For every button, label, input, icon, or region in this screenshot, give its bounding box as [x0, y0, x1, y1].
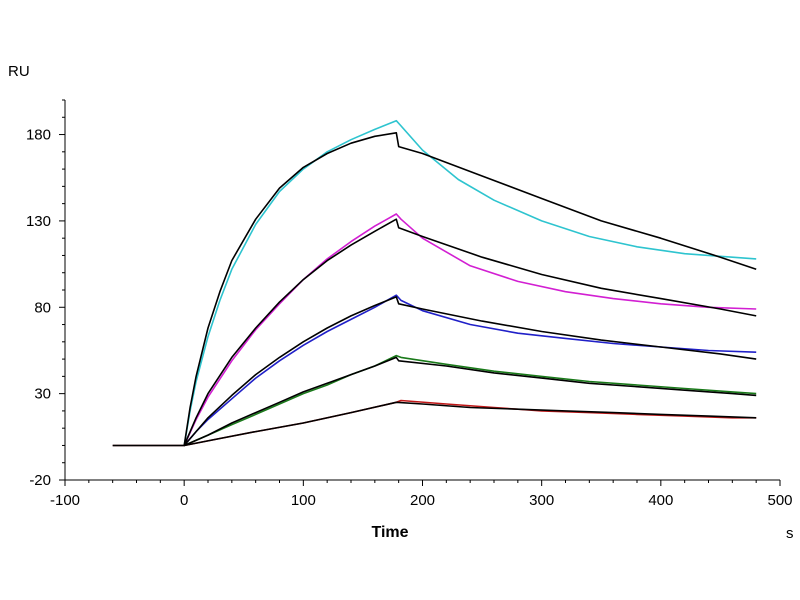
x-axis-unit: s — [786, 525, 794, 542]
measured-curve-4 — [183, 354, 757, 447]
y-tick-label: 30 — [34, 386, 51, 403]
y-tick-label: 130 — [26, 213, 51, 230]
fitted-curve-4 — [183, 356, 757, 447]
y-tick-label: 80 — [34, 299, 51, 316]
fitted-curve-2 — [183, 218, 757, 446]
curves — [112, 119, 757, 447]
axes — [64, 100, 780, 481]
x-tick-label: -100 — [50, 492, 80, 509]
x-tick-label: 200 — [410, 492, 435, 509]
measured-curve-5 — [112, 399, 757, 447]
y-ticks: -20 30 80 130 180 — [26, 99, 65, 489]
x-axis-label: Time — [371, 524, 408, 541]
measured-curve-2 — [183, 213, 757, 446]
fitted-curve-5 — [184, 401, 757, 447]
x-tick-label: 300 — [529, 492, 554, 509]
x-tick-label: 100 — [291, 492, 316, 509]
x-tick-label: 0 — [180, 492, 188, 509]
measured-curve-3 — [183, 294, 757, 447]
measured-curve-1 — [112, 119, 757, 447]
y-tick-label: 180 — [26, 127, 51, 144]
x-ticks: -100 0 100 200 300 400 500 — [50, 480, 793, 509]
y-tick-label: -20 — [29, 472, 51, 489]
fitted-curve-3 — [183, 296, 757, 447]
fitted-curve-1 — [112, 132, 757, 447]
x-tick-label: 500 — [767, 492, 792, 509]
x-tick-label: 400 — [648, 492, 673, 509]
y-axis-label: RU — [8, 63, 30, 80]
